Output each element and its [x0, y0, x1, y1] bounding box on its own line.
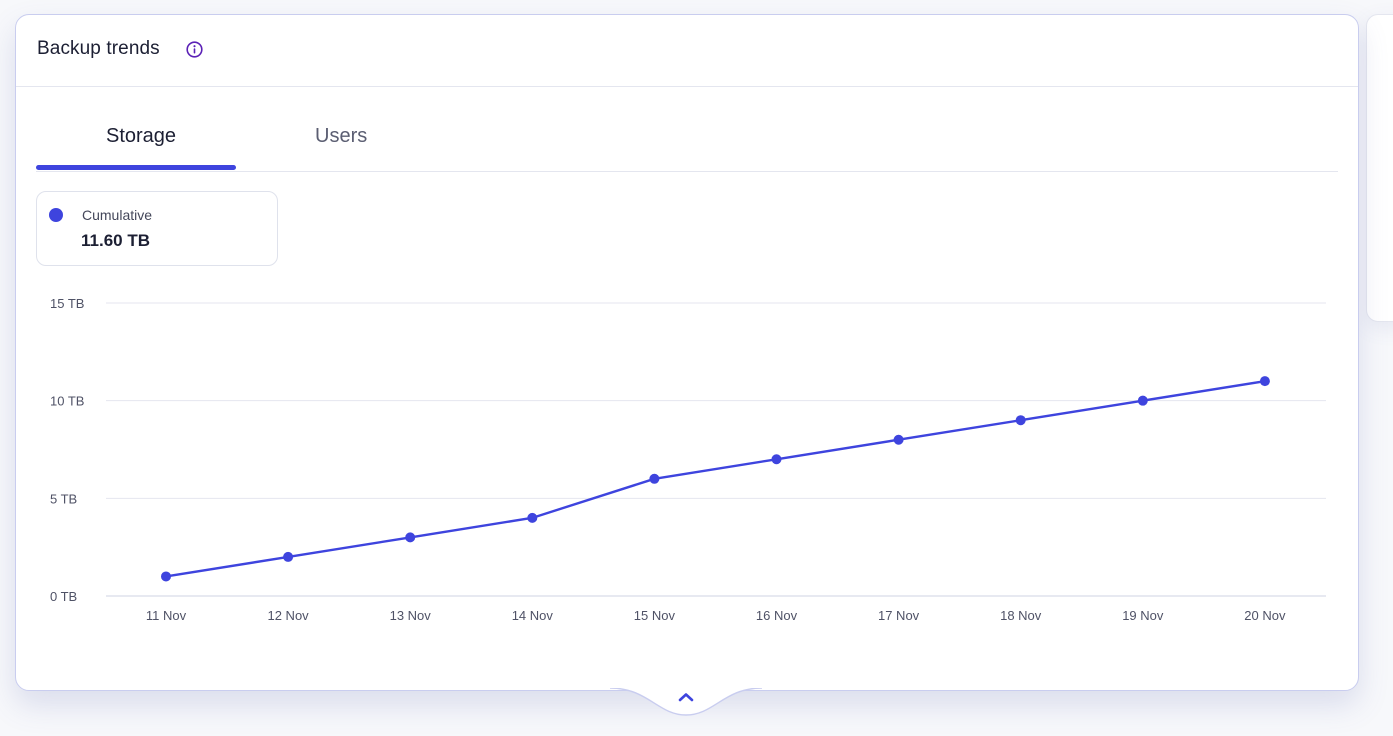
series-line — [164, 379, 1267, 578]
data-point[interactable] — [771, 454, 782, 465]
y-tick-label: 10 TB — [50, 394, 84, 409]
x-tick-label: 16 Nov — [756, 608, 798, 623]
data-point[interactable] — [1015, 415, 1026, 426]
x-tick-label: 17 Nov — [878, 608, 920, 623]
x-tick-label: 20 Nov — [1244, 608, 1286, 623]
tab-storage[interactable]: Storage — [106, 125, 177, 147]
chevron-up-icon — [678, 693, 694, 702]
x-tick-label: 19 Nov — [1122, 608, 1164, 623]
card-header: Backup trends — [16, 15, 1358, 87]
data-point[interactable] — [527, 512, 538, 523]
legend-series-value: 11.60 TB — [81, 231, 150, 250]
data-point[interactable] — [893, 434, 904, 445]
data-point[interactable] — [161, 571, 171, 582]
y-tick-label: 5 TB — [50, 491, 77, 506]
info-icon[interactable] — [186, 41, 203, 58]
legend-marker — [49, 208, 63, 222]
grid-layer — [106, 302, 1326, 597]
x-tick-label: 14 Nov — [512, 608, 554, 623]
legend-series-name: Cumulative — [82, 207, 153, 223]
tab-users[interactable]: Users — [315, 125, 368, 147]
x-tick-label: 18 Nov — [1000, 608, 1042, 623]
x-tick-label: 13 Nov — [390, 608, 432, 623]
y-tick-label: 15 TB — [50, 296, 84, 311]
x-axis: 11 Nov 12 Nov 13 Nov 14 Nov 15 Nov 16 Nov 17 N… — [146, 608, 1286, 623]
x-tick-label: 12 Nov — [267, 608, 309, 623]
backup-trends-card: Backup trends Storage Users Cumulative 1… — [15, 14, 1359, 691]
data-point[interactable] — [1137, 395, 1148, 406]
y-tick-label: 0 TB — [50, 589, 77, 604]
y-axis: 0 TB 5 TB 10 TB 15 TB — [50, 296, 84, 604]
data-point[interactable] — [283, 551, 294, 562]
storage-line-chart: 0 TB 5 TB 10 TB 15 TB 11 Nov 12 Nov 13 Nov 14 … — [50, 296, 1326, 623]
series-layer — [161, 376, 1270, 582]
card-title: Backup trends — [37, 38, 160, 59]
x-tick-label: 15 Nov — [634, 608, 676, 623]
data-point[interactable] — [1259, 376, 1270, 387]
legend-card: Cumulative 11.60 TB — [36, 191, 278, 266]
adjacent-card-edge — [1366, 14, 1393, 322]
active-tab-indicator — [36, 165, 236, 170]
x-tick-label: 11 Nov — [146, 608, 187, 623]
data-point[interactable] — [649, 473, 660, 484]
data-point[interactable] — [405, 532, 416, 543]
tab-bar: Storage Users — [36, 87, 1338, 172]
collapse-toggle[interactable] — [600, 688, 772, 722]
